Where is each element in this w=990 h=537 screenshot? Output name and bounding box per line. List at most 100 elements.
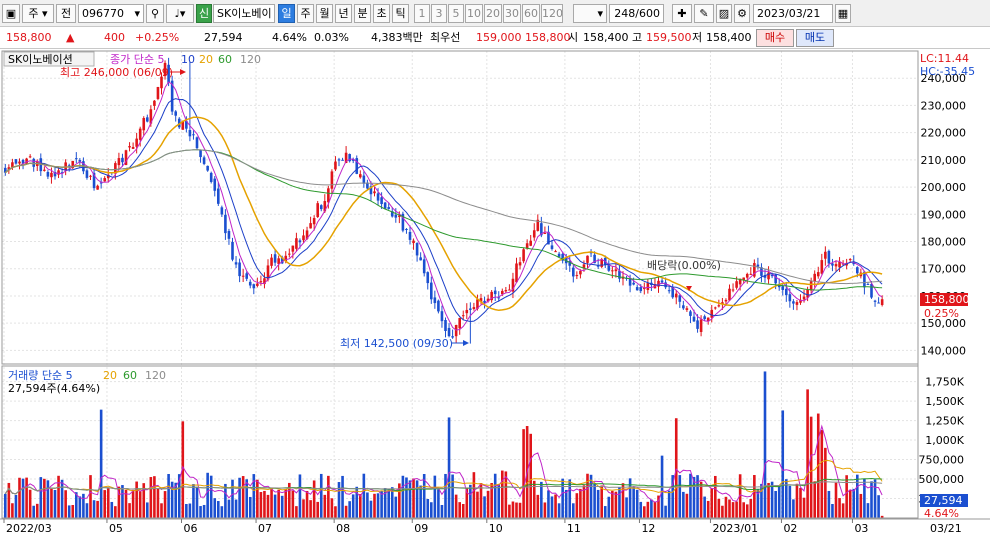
period-button-5[interactable]: 분	[354, 4, 371, 23]
buy-button[interactable]: 매수	[756, 29, 794, 47]
candle-body	[550, 245, 554, 249]
volume-bar	[135, 481, 138, 518]
volume-bar	[295, 506, 298, 518]
volume-bar	[234, 499, 238, 518]
candle-body	[316, 203, 319, 218]
interval-button-60[interactable]: 60	[522, 4, 540, 23]
volume-bar	[611, 490, 614, 518]
volume-bar	[774, 490, 777, 518]
candle-body	[504, 290, 508, 292]
current-volume-pct-tag: 4.64%	[924, 507, 959, 520]
stock-chart[interactable]: 140,000150,000160,000170,000180,000190,0…	[0, 49, 990, 537]
price-panel-title-box[interactable]	[3, 51, 95, 67]
volume-bar	[106, 488, 110, 518]
candle-body	[380, 197, 383, 205]
volume-bar	[824, 447, 827, 518]
period-button-6[interactable]: 초	[373, 4, 390, 23]
candle-body	[575, 275, 579, 277]
count-field[interactable]: 248/600	[609, 4, 664, 23]
volume-bar	[89, 475, 92, 518]
candle-body	[238, 262, 241, 277]
candle-body	[611, 270, 614, 272]
volume-bar	[518, 502, 522, 518]
period-button-7[interactable]: 틱	[392, 4, 409, 23]
candle-body	[724, 299, 728, 302]
volume-bar	[327, 475, 330, 518]
volume-bar	[635, 489, 639, 518]
volume-bar	[18, 477, 21, 518]
candle-body	[359, 174, 362, 178]
volume-bar	[142, 483, 146, 518]
volume-ma20-label: 20	[103, 369, 117, 382]
candle-body	[312, 218, 316, 225]
interval-button-30[interactable]: 30	[503, 4, 521, 23]
volume-bar	[82, 493, 85, 518]
draw-tool-icon[interactable]: ✎	[694, 4, 714, 23]
interval-button-3[interactable]: 3	[431, 4, 447, 23]
volume-bar	[199, 506, 202, 518]
search-icon[interactable]: ⚲	[146, 4, 164, 23]
crosshair-icon[interactable]: ✚	[672, 4, 692, 23]
volume-bar	[319, 473, 323, 518]
volume-bar	[440, 505, 444, 518]
sound-icon[interactable]: ♩▾	[166, 4, 194, 23]
candle-body	[834, 264, 838, 267]
volume-bar	[96, 500, 99, 518]
interval-button-1[interactable]: 1	[414, 4, 430, 23]
candle-body	[419, 257, 422, 261]
chevron-down-icon: ▾	[597, 7, 603, 20]
volume-bar	[575, 493, 579, 518]
volume-bar	[461, 504, 465, 518]
interval-dropdown[interactable]: ▾	[573, 4, 607, 23]
candle-body	[185, 120, 188, 129]
volume-bar	[625, 497, 628, 518]
x-axis-label: 2022/03	[6, 522, 52, 535]
volume-bar	[618, 487, 621, 518]
candle-body	[781, 286, 785, 291]
candle-body	[7, 167, 11, 171]
candle-body	[682, 305, 685, 309]
volume-bar	[760, 483, 763, 518]
sell-button[interactable]: 매도	[796, 29, 834, 47]
price-ma10-line	[4, 98, 883, 323]
volume-ma-label: 거래량 단순 5	[8, 369, 73, 382]
volume-bar	[561, 478, 564, 518]
volume-bar	[749, 498, 753, 518]
period-button-3[interactable]: 월	[316, 4, 333, 23]
period-button-2[interactable]: 주	[297, 4, 314, 23]
volume-bar	[873, 479, 877, 518]
candle-body	[806, 289, 809, 298]
candle-body	[177, 118, 181, 128]
volume-bar	[390, 487, 394, 518]
volume-bar	[209, 475, 213, 518]
interval-button-120[interactable]: 120	[541, 4, 563, 23]
volume-bar	[653, 501, 657, 518]
candle-body	[227, 230, 231, 239]
candle-body	[469, 308, 472, 310]
save-icon[interactable]: ▨	[716, 4, 732, 23]
candle-body	[106, 174, 110, 179]
volume-bar	[302, 499, 305, 518]
stock-code-input[interactable]: 096770 ▾	[78, 4, 144, 23]
candle-body	[593, 254, 596, 264]
date-field[interactable]: 2023/03/21	[753, 4, 833, 23]
volume-bar	[288, 482, 291, 518]
period-button-4[interactable]: 년	[335, 4, 352, 23]
volume-bar	[515, 502, 518, 518]
prev-button[interactable]: 전	[56, 4, 76, 23]
volume-bar	[213, 498, 217, 518]
interval-button-10[interactable]: 10	[465, 4, 483, 23]
interval-button-20[interactable]: 20	[484, 4, 502, 23]
settings-icon[interactable]: ⚙	[734, 4, 750, 23]
calendar-icon[interactable]: ▦	[835, 4, 851, 23]
candle-body	[426, 272, 430, 284]
volume-bar	[437, 489, 440, 518]
period-button-1[interactable]: 일	[278, 4, 295, 23]
best-bid: 158,800	[525, 31, 571, 44]
volume-bar	[39, 477, 43, 518]
period-select[interactable]: 주 ▾	[22, 4, 54, 23]
interval-button-5[interactable]: 5	[448, 4, 464, 23]
volume-bar	[735, 501, 738, 518]
chart-menu-icon[interactable]: ▣	[2, 4, 20, 23]
volume-bar	[71, 504, 75, 518]
